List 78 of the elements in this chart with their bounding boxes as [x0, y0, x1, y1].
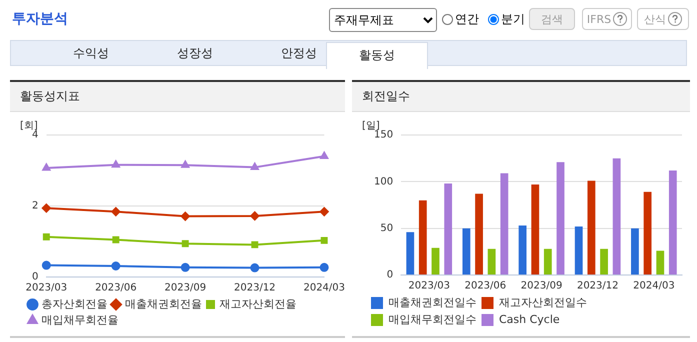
legend-label: 매출채권회전율: [125, 297, 202, 310]
y-tick-label: 2: [32, 200, 38, 212]
bar: [631, 228, 639, 274]
bar: [587, 180, 596, 274]
point: [320, 236, 328, 244]
point: [250, 162, 259, 170]
point: [42, 233, 50, 240]
legend-label: 매입채무회전율: [42, 313, 118, 326]
bar: [518, 226, 526, 274]
bar: [500, 173, 508, 274]
bar: [462, 228, 470, 274]
text: 검색: [529, 8, 575, 30]
x-tick-label: 2024/03: [633, 280, 675, 292]
point: [112, 160, 120, 168]
point: [111, 207, 120, 216]
bar: [668, 170, 677, 274]
point: [182, 240, 189, 248]
x-tick-label: 2023/12: [576, 280, 618, 292]
y-tick-label: 0: [32, 272, 38, 283]
y-tick-label: 150: [374, 130, 394, 141]
legend-label: 재고자산회전일수: [499, 296, 587, 309]
point: [180, 262, 190, 272]
y-tick-label: 50: [380, 222, 394, 234]
chart-title: 활동성지표: [10, 82, 345, 112]
legend-label: 총자산회전율: [42, 297, 108, 310]
text: IFRS: [586, 12, 612, 26]
bar: [544, 248, 552, 274]
text: 수익성: [72, 45, 110, 62]
bar: [656, 250, 664, 274]
x-tick-label: 2023/06: [464, 280, 506, 292]
text: 분기: [501, 11, 525, 28]
text: 투자분석: [12, 10, 68, 28]
x-tick-label: 2023/09: [164, 282, 206, 294]
bar: [600, 248, 608, 274]
bar: [444, 184, 452, 274]
x-tick-label: 2023/06: [95, 282, 137, 294]
legend-label: Cash Cycle: [499, 312, 560, 326]
y-tick-label: 100: [374, 176, 394, 188]
x-tick-label: 2023/12: [234, 282, 276, 294]
legend-label: 매입채무회전일수: [388, 312, 476, 326]
bar: [556, 162, 564, 274]
bar: [418, 200, 427, 274]
bar: [531, 184, 540, 274]
point: [180, 212, 190, 221]
text: 연간: [455, 11, 479, 28]
legend-label: 재고자산회전율: [220, 297, 296, 310]
legend-label: 매출채권회전일수: [388, 296, 476, 309]
point: [111, 261, 120, 270]
bar: [475, 194, 483, 274]
text: 산식: [644, 12, 666, 26]
point: [112, 236, 120, 244]
text: 안정성: [280, 45, 318, 62]
bar: [406, 232, 414, 274]
chart-title: 회전일수: [352, 82, 690, 112]
x-tick-label: 2023/03: [408, 280, 450, 292]
point: [181, 160, 190, 168]
y-tick-label: 4: [32, 130, 38, 141]
x-tick-label: 2024/03: [303, 282, 345, 294]
point: [42, 164, 50, 171]
point: [320, 262, 329, 272]
bar: [574, 226, 583, 274]
bar: [432, 248, 440, 274]
bar: [644, 192, 652, 274]
point: [320, 207, 329, 216]
y-tick-label: 0: [386, 270, 394, 281]
point: [250, 211, 260, 220]
point: [250, 263, 260, 272]
text: 주재무제표: [329, 8, 437, 32]
bar: [612, 158, 621, 274]
bar: [488, 248, 496, 274]
point: [320, 152, 328, 160]
text: 성장성: [176, 45, 214, 62]
x-tick-label: 2023/09: [520, 280, 562, 292]
point: [251, 241, 258, 248]
point: [42, 204, 51, 213]
x-tick-label: 2023/03: [26, 282, 68, 294]
text: 활동성: [326, 42, 428, 69]
point: [42, 260, 51, 270]
